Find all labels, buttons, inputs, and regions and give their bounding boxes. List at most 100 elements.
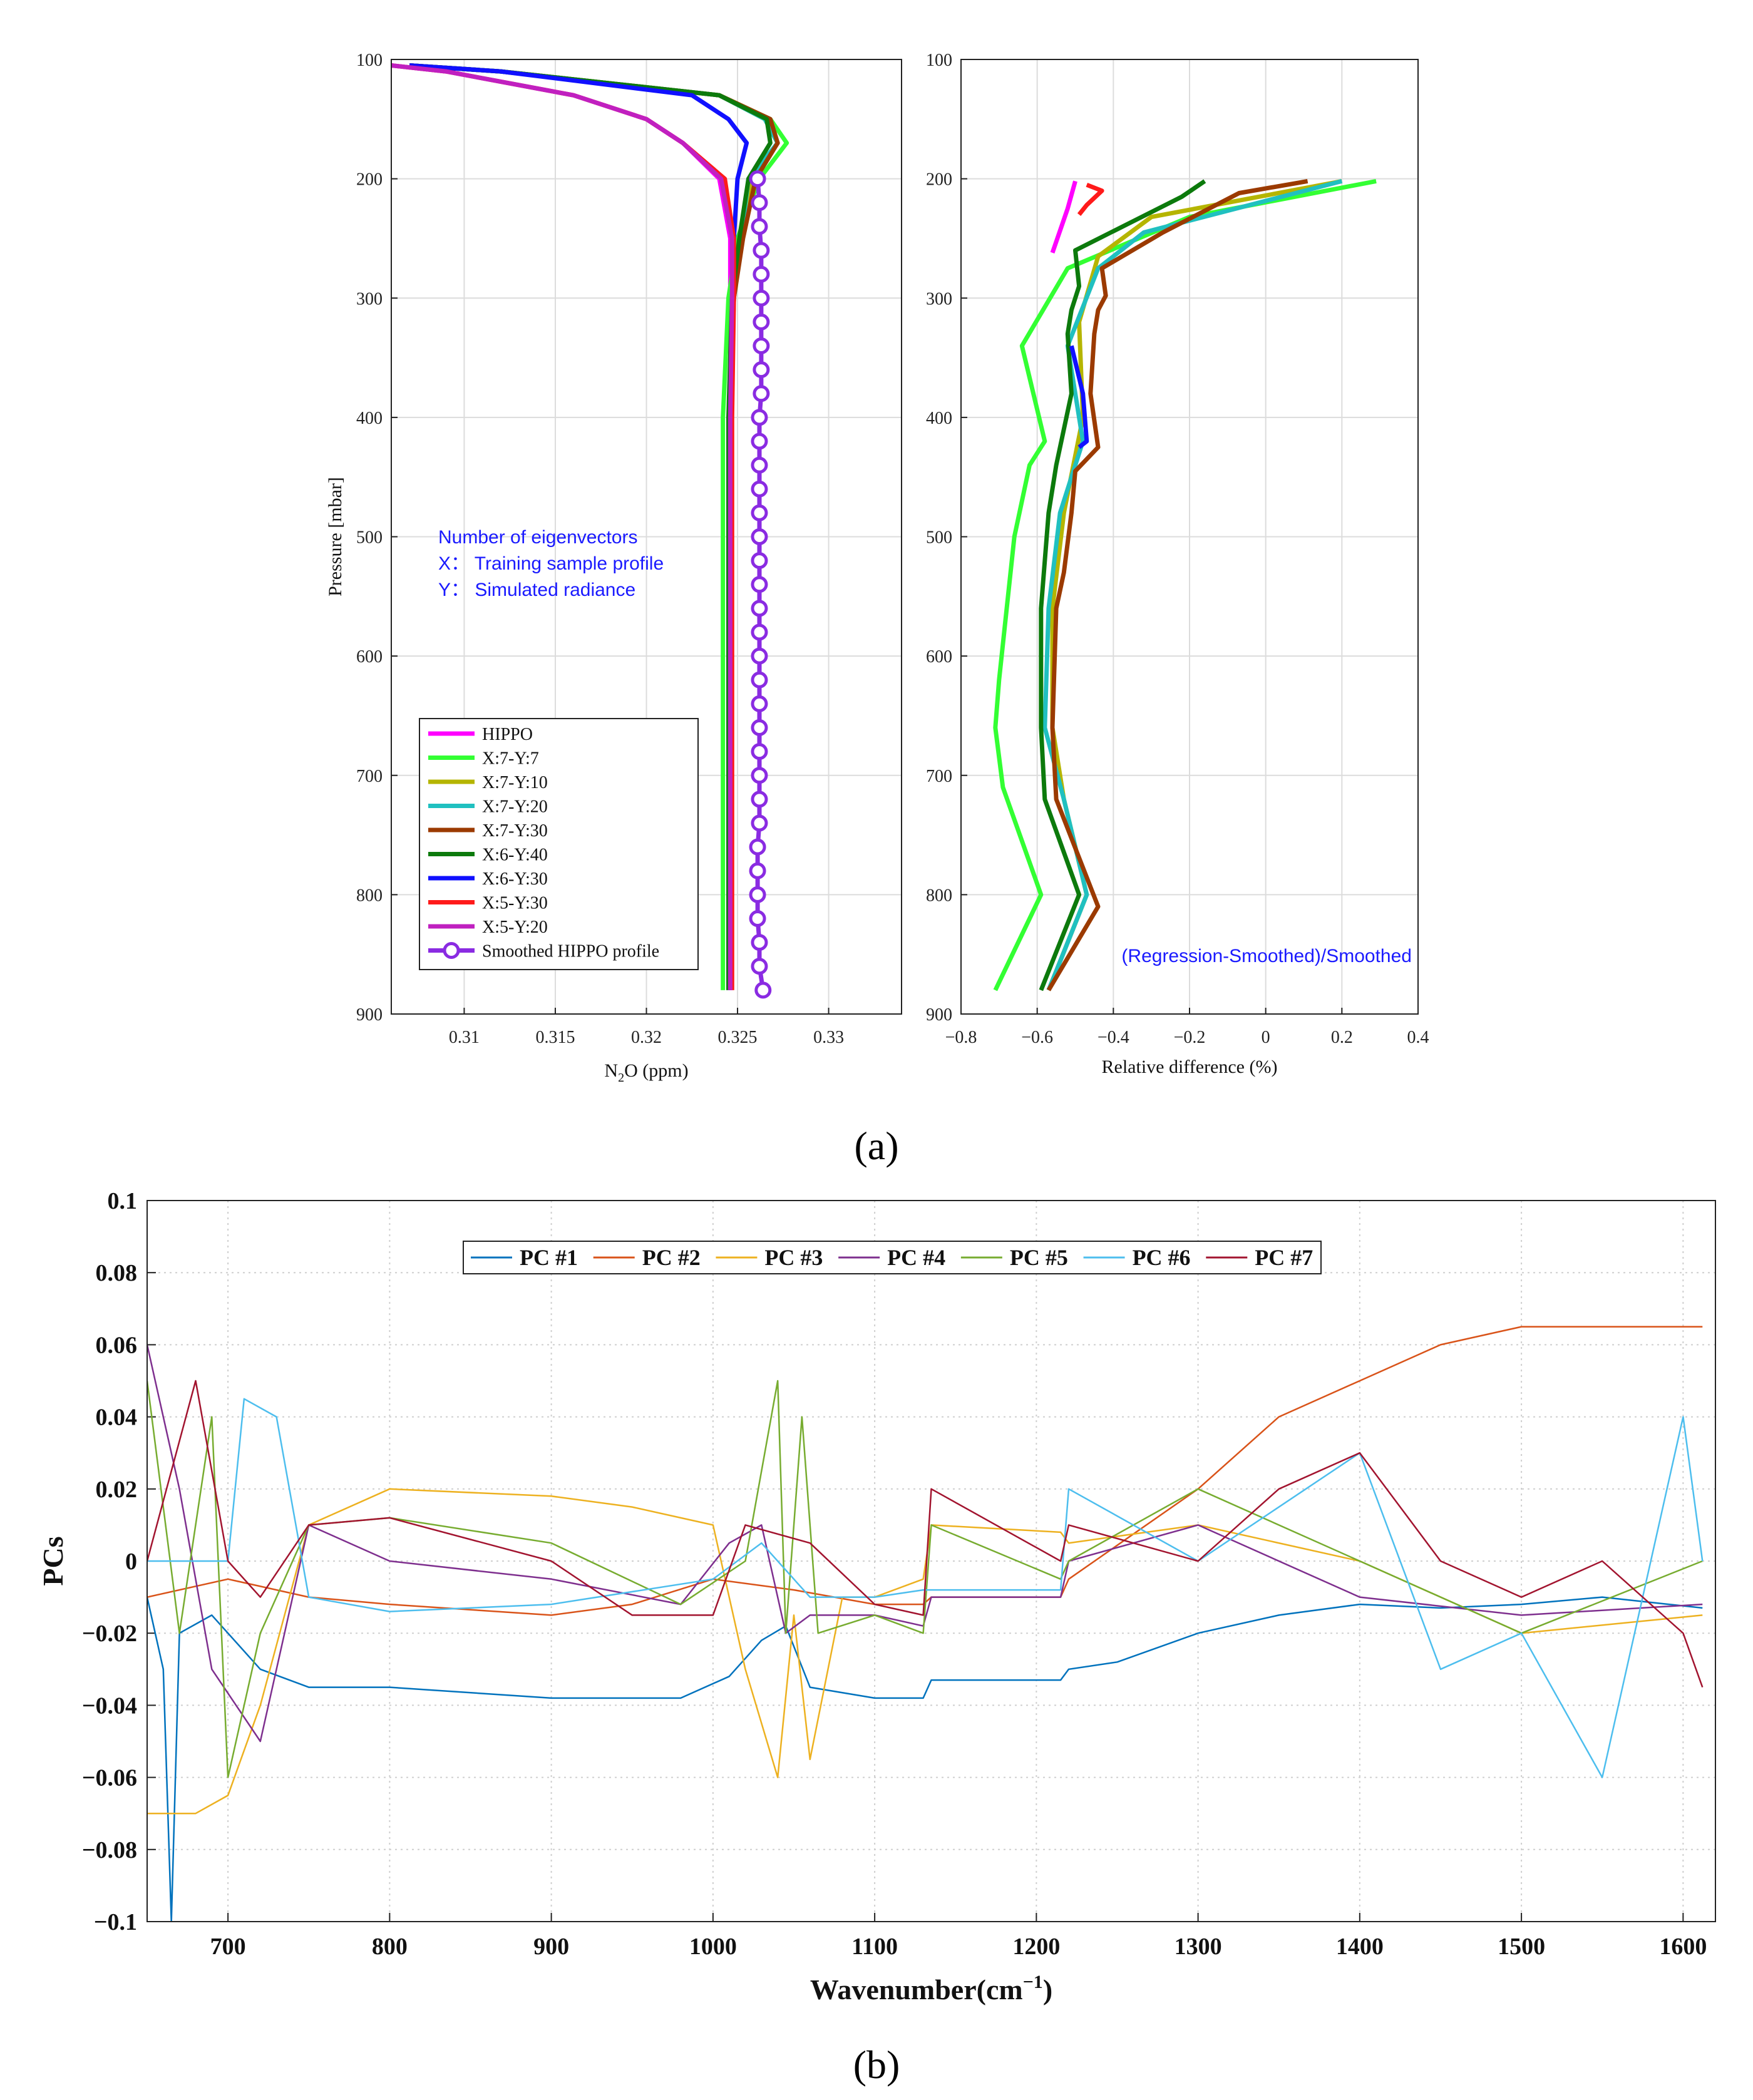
y-tick-label: 500 (926, 528, 952, 548)
y-tick-label: 200 (356, 170, 383, 190)
y-axis-label: Pressure [mbar] (325, 477, 346, 597)
smoothed-marker (749, 838, 766, 856)
x-tick-label: 1500 (1498, 1934, 1545, 1960)
smoothed-marker (751, 934, 768, 951)
smoothed-marker (751, 814, 768, 832)
y-tick-label: 700 (356, 767, 383, 786)
x-tick-label: 1300 (1175, 1934, 1222, 1960)
series-line (1077, 182, 1104, 216)
smoothed-marker (749, 886, 766, 903)
series-line (1050, 180, 1077, 254)
x-tick-label: 0.2 (1331, 1028, 1353, 1047)
annotation: (Regression-Smoothed)/Smoothed (1121, 946, 1412, 966)
y-tick-label: 800 (926, 886, 952, 905)
smoothed-marker (753, 242, 770, 259)
smoothed-marker (751, 194, 768, 212)
x-tick-label: 800 (372, 1934, 408, 1960)
y-tick-label: 800 (356, 886, 383, 905)
y-tick-label: −0.1 (94, 1909, 137, 1935)
series-line (1069, 345, 1089, 449)
y-tick-label: 0.08 (96, 1260, 138, 1286)
series-line (391, 63, 734, 990)
annotation-line: X： Training sample profile (438, 553, 664, 574)
caption-a: (a) (854, 1124, 898, 1168)
legend-label: Smoothed HIPPO profile (482, 942, 659, 961)
legend-marker (443, 942, 460, 959)
y-tick-label: 500 (356, 528, 383, 548)
x-tick-label: 1200 (1012, 1934, 1060, 1960)
plot-frame (147, 1200, 1716, 1922)
x-tick-label: 0.315 (535, 1028, 575, 1047)
legend-label: X:6-Y:30 (482, 869, 548, 889)
series-line (147, 1326, 1703, 1616)
legend-label: HIPPO (482, 725, 533, 744)
y-tick-label: 600 (926, 647, 952, 667)
panel-a-right-relative-difference: −0.8 −0.6 −0.4 −0.2 0 0.2 0.4 100 200 300 400 500 60… (926, 51, 1429, 1077)
y-tick-label: 100 (926, 51, 952, 70)
series-line (1039, 179, 1206, 991)
legend-label: X:7-Y:7 (482, 749, 539, 769)
series-line (993, 178, 1377, 991)
smoothed-marker (751, 671, 768, 689)
x-axis-label: Relative difference (%) (1102, 1057, 1278, 1077)
smoothed-marker (751, 528, 768, 545)
series-group (993, 178, 1377, 991)
y-tick-label: 100 (356, 51, 383, 70)
x-tick-label: −0.8 (945, 1028, 977, 1047)
y-tick-label: −0.04 (82, 1693, 137, 1719)
smoothed-marker (751, 218, 768, 235)
smoothed-marker (751, 647, 768, 665)
y-axis-label: PCs (37, 1536, 69, 1585)
x-tick-label: −0.6 (1021, 1028, 1053, 1047)
legend-label: PC #6 (1133, 1245, 1191, 1270)
series-group (391, 63, 789, 999)
x-tick-label: −0.4 (1098, 1028, 1129, 1047)
smoothed-marker (753, 337, 770, 354)
smoothed-marker (751, 552, 768, 570)
smoothed-marker (751, 504, 768, 521)
y-tick-label: 700 (926, 767, 952, 786)
legend-label: X:7-Y:10 (482, 773, 548, 792)
smoothed-marker (751, 958, 768, 975)
x-tick-label: 1400 (1336, 1934, 1384, 1960)
plot-frame (960, 59, 1419, 1015)
x-tick-label: −0.2 (1174, 1028, 1206, 1047)
x-tick-label: 0 (1262, 1028, 1270, 1047)
x-tick-label: 0.325 (718, 1028, 758, 1047)
x-axis-label: Wavenumber(cm−1) (810, 1972, 1052, 2005)
y-tick-label: 300 (356, 289, 383, 309)
x-axis-label: N2O (ppm) (604, 1060, 688, 1085)
series-line (147, 1596, 1703, 1922)
y-tick-label: 900 (926, 1005, 952, 1025)
legend-label: PC #3 (764, 1245, 823, 1270)
y-tick-label: −0.02 (82, 1621, 137, 1647)
smoothed-marker (749, 910, 766, 927)
panel-b-principal-components: 700 800 900 1000 1100 1200 1300 1400 1500 1600 −0.… (37, 1188, 1716, 2005)
annotation-line: Y： Simulated radiance (438, 580, 635, 600)
plot-frame (391, 59, 902, 1015)
series-line (147, 1398, 1704, 1778)
y-tick-label: 0.1 (108, 1188, 138, 1214)
smoothed-marker (751, 719, 768, 736)
panel-a-left-n2o-profile: 0.31 0.315 0.32 0.325 0.33 100 200 300 400 500 600… (325, 51, 902, 1085)
legend-label: PC #7 (1255, 1245, 1313, 1270)
smoothed-marker (751, 767, 768, 784)
y-tick-label: 900 (356, 1005, 383, 1025)
series-group (147, 1326, 1704, 1922)
smoothed-marker (754, 981, 772, 999)
x-tick-label: 0.33 (813, 1028, 844, 1047)
y-tick-label: 0.06 (96, 1332, 138, 1358)
x-tick-label: 1100 (851, 1934, 898, 1960)
legend-label: X:5-Y:20 (482, 918, 548, 937)
smoothed-marker (753, 361, 770, 379)
y-tick-label: 400 (356, 409, 383, 428)
legend-label: X:7-Y:30 (482, 821, 548, 841)
y-tick-label: 0.04 (96, 1405, 138, 1431)
legend-label: PC #2 (642, 1245, 701, 1270)
smoothed-marker (751, 480, 768, 498)
smoothed-marker (751, 600, 768, 617)
y-tick-label: 300 (926, 289, 952, 309)
smoothed-marker (753, 265, 770, 283)
x-tick-label: 0.4 (1407, 1028, 1429, 1047)
y-tick-label: −0.06 (82, 1765, 137, 1791)
